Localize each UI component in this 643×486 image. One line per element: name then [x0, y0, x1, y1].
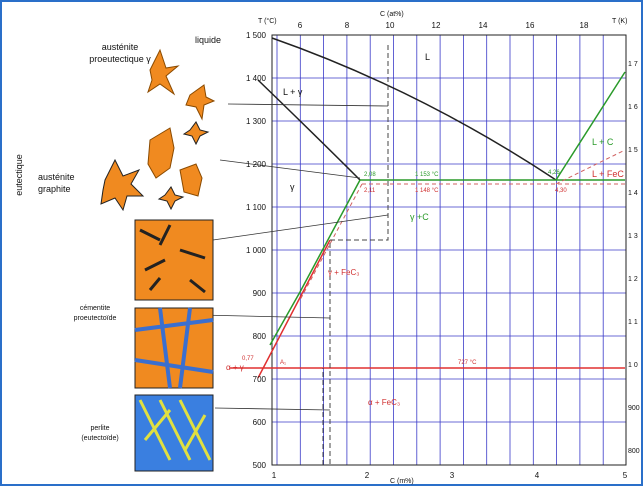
right-tick-label: 800	[628, 448, 640, 455]
region: γ +C	[410, 212, 429, 222]
top-tick-label: 18	[580, 21, 589, 30]
label: cémentite	[80, 305, 110, 312]
region: L + FeC	[592, 169, 624, 179]
label: graphite	[38, 184, 71, 194]
top-tick-label: 14	[479, 21, 488, 30]
label: austénite	[38, 172, 75, 182]
top-tick-label: 8	[345, 21, 350, 30]
annotation: 4,26	[548, 170, 560, 176]
y-tick-label: 1 300	[246, 117, 267, 126]
region: L + γ	[283, 87, 303, 97]
right-tick-label: 1 2	[628, 276, 638, 283]
axis-title: T (K)	[612, 18, 627, 25]
top-tick-label: 12	[432, 21, 441, 30]
annotation: 2,11	[364, 188, 376, 194]
annotation: 1 148 °C	[415, 188, 439, 194]
x-tick-label: 4	[535, 471, 540, 480]
region: L	[425, 52, 430, 62]
region: γ	[290, 182, 295, 192]
label: austénite	[102, 42, 139, 52]
label: eutectique	[14, 154, 24, 196]
axis-title: T (°C)	[258, 17, 277, 25]
label: liquide	[195, 35, 221, 45]
top-tick-label: 10	[386, 21, 395, 30]
right-tick-label: 1 3	[628, 233, 638, 240]
region: γ + FeC₃	[328, 268, 360, 277]
label: proeutectique γ	[89, 54, 151, 64]
x-tick-label: 5	[623, 471, 628, 480]
x-tick-label: 3	[450, 471, 455, 480]
axis-title: C (m%)	[390, 478, 414, 485]
label: proeutectoïde	[74, 315, 117, 322]
region: α + FeC₃	[368, 398, 400, 407]
label: (eutectoïde)	[81, 435, 118, 442]
top-tick-label: 6	[298, 21, 303, 30]
annotation: 4,30	[555, 188, 567, 194]
right-tick-label: 1 0	[628, 362, 638, 369]
y-tick-label: 1 000	[246, 246, 267, 255]
region: L + C	[592, 137, 614, 147]
annotation: A₁	[280, 360, 286, 366]
y-tick-label: 700	[253, 375, 267, 384]
right-tick-label: 1 1	[628, 319, 638, 326]
label: perlite	[90, 425, 109, 432]
annotation: 1 153 °C	[415, 172, 439, 178]
region: α + γ	[226, 363, 244, 372]
y-tick-label: 1 200	[246, 160, 267, 169]
annotation: 2,08	[364, 172, 376, 178]
right-tick-label: 1 6	[628, 104, 638, 111]
y-tick-label: 1 500	[246, 31, 267, 40]
right-tick-label: 1 4	[628, 190, 638, 197]
phase-diagram: austénite proeutectique γ liquide eutect…	[0, 0, 643, 486]
background	[0, 0, 643, 486]
y-tick-label: 800	[253, 332, 267, 341]
x-tick-label: 1	[272, 471, 277, 480]
right-tick-label: 1 7	[628, 61, 638, 68]
annotation: 0,77	[242, 356, 254, 362]
right-tick-label: 1 5	[628, 147, 638, 154]
y-tick-label: 900	[253, 289, 267, 298]
y-tick-label: 600	[253, 418, 267, 427]
axis-title: C (at%)	[380, 11, 404, 18]
right-tick-label: 900	[628, 405, 640, 412]
top-tick-label: 16	[526, 21, 535, 30]
y-tick-label: 500	[253, 461, 267, 470]
x-tick-label: 2	[365, 471, 370, 480]
y-tick-label: 1 100	[246, 203, 267, 212]
annotation: 727 °C	[458, 360, 477, 366]
y-tick-label: 1 400	[246, 74, 267, 83]
